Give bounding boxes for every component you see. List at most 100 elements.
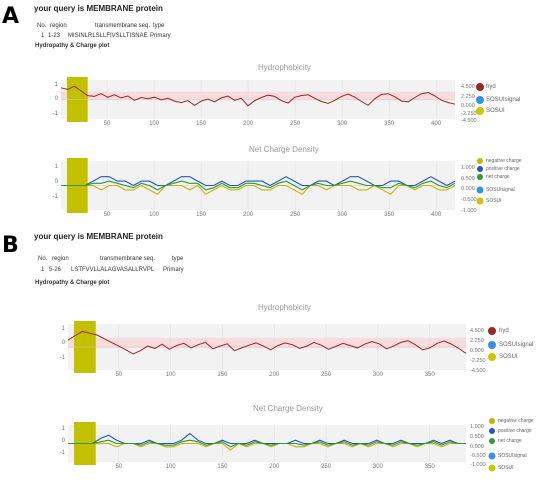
x-tick-label: 150	[217, 464, 228, 470]
chart-b-hydro-layer: 50 100 150 200 250 300 350 1 0 -1 4.500 2.250 0.000 -…	[60, 321, 486, 378]
legend-net-label: net charge	[498, 438, 522, 444]
y-right-tick-label: 4.500	[470, 328, 484, 334]
y-right-tick-label: -0.500	[470, 453, 486, 459]
y-left-tick-label: 1	[62, 326, 66, 332]
legend-negative-label: negative charge	[498, 418, 534, 424]
legend-signal-label: SOSUIsignal	[498, 453, 527, 459]
y-left-tick-label: -1	[53, 111, 59, 117]
series-line-hyd	[60, 85, 456, 107]
charge-title: Net Charge Density	[249, 145, 319, 154]
x-tick-label: 200	[243, 121, 254, 127]
x-tick-label: 150	[217, 372, 228, 378]
legend-net-label: net charge	[486, 174, 510, 180]
y-right-tick-label: -4.500	[461, 118, 477, 124]
panel-letter-a: A	[2, 4, 20, 29]
hydrophobicity-title: Hydrophobicity	[258, 63, 311, 72]
col-header-type: type	[153, 23, 165, 29]
x-tick-label: 50	[104, 121, 111, 127]
col-header-type: type	[172, 256, 184, 262]
x-tick-label: 300	[337, 121, 348, 127]
y-left-tick-label: 0	[55, 96, 59, 102]
panel-letter-b: B	[2, 233, 19, 258]
x-tick-label: 400	[431, 121, 442, 127]
x-tick-label: 350	[425, 464, 436, 470]
x-tick-label: 350	[384, 121, 395, 127]
chart-a-hydro-layer: 50 100 150 200 250 300 350 400 1 0 -1 4.500 2.250 0.0…	[53, 77, 477, 127]
y-right-tick-label: 2.250	[461, 94, 475, 100]
legend-sosui-label: SOSUI	[498, 465, 514, 471]
y-right-tick-label: -2.250	[461, 111, 477, 117]
col-header-region: region	[52, 256, 69, 262]
legend-sosui-swatch	[476, 107, 484, 115]
y-right-tick-label: 0.000	[461, 103, 475, 109]
x-tick-label: 250	[321, 372, 332, 378]
chart-b-charge-layer: 50 100 150 200 250 300 350 1 0 -1 1.000 0.500 0.000 -…	[60, 422, 486, 470]
x-tick-label: 50	[115, 372, 122, 378]
x-tick-label: 100	[166, 464, 177, 470]
x-tick-label: 200	[269, 372, 280, 378]
y-right-tick-label: 1.000	[461, 165, 475, 171]
x-tick-label: 100	[149, 212, 160, 218]
y-left-tick-label: 0	[62, 438, 66, 444]
col-header-tm-seq: transmembrane seq.	[95, 23, 151, 29]
y-left-tick-label: -1	[60, 355, 66, 361]
legend-signal-label: SOSUIsignal	[499, 342, 534, 348]
series-line-positive-charge	[61, 176, 456, 187]
plot-subtitle: Hydropathy & Charge plot	[35, 43, 110, 49]
x-tick-label: 250	[290, 121, 301, 127]
legend-hyd-label: hyd	[499, 328, 509, 334]
cell-no: 1	[41, 33, 45, 39]
x-tick-label: 300	[373, 464, 384, 470]
x-tick-label: 350	[384, 212, 395, 218]
series-line-negative-charge	[61, 184, 456, 195]
series-line-hyd	[67, 330, 467, 355]
cell-no: 1	[41, 267, 45, 273]
hydrophobicity-title: Hydrophobicity	[258, 303, 311, 312]
hydrophobic-band	[68, 337, 466, 348]
x-tick-label: 250	[290, 212, 301, 218]
cell-tm-seq: LSTFVVLLALAGVASALLRVPL	[71, 267, 155, 273]
y-left-tick-label: 1	[55, 164, 59, 170]
query-result-text: your query is MEMBRANE protein	[34, 232, 163, 241]
legend-signal-swatch	[476, 96, 484, 104]
x-tick-label: 250	[321, 464, 332, 470]
x-tick-label: 100	[149, 121, 160, 127]
y-right-tick-label: -1.000	[461, 208, 477, 214]
chart-a-charge-layer: 50 100 150 200 250 300 350 400 1 0 -1 1.000 0.500 0.0…	[53, 158, 477, 218]
series-line-net-charge	[61, 180, 456, 191]
plot-subtitle: Hydropathy & Charge plot	[35, 280, 110, 286]
y-left-tick-label: 1	[62, 426, 66, 432]
col-header-region: region	[50, 23, 67, 29]
hydrophobic-band	[61, 91, 455, 101]
y-left-tick-label: 0	[55, 179, 59, 185]
x-tick-label: 300	[373, 372, 384, 378]
x-tick-label: 350	[425, 372, 436, 378]
x-tick-label: 100	[166, 372, 177, 378]
legend-sosui-label: SOSUI	[499, 354, 518, 360]
y-left-tick-label: 1	[55, 82, 59, 88]
legend-sosui-label: SOSUI	[486, 108, 505, 114]
y-right-tick-label: 1.000	[470, 424, 484, 430]
legend-negative-label: negative charge	[486, 158, 522, 164]
y-right-tick-label: -0.500	[461, 197, 477, 203]
y-right-tick-label: -1.000	[470, 462, 486, 468]
legend-sosui-label: SOSUI	[486, 198, 502, 204]
cell-region: 1-23	[48, 33, 61, 39]
y-right-tick-label: 0.000	[461, 186, 475, 192]
cell-type: Primary	[163, 267, 184, 273]
y-left-tick-label: -1	[53, 194, 59, 200]
legend-hyd-label: hyd	[486, 84, 496, 90]
legend-signal-label: SOSUIsignal	[486, 187, 515, 193]
x-tick-label: 150	[196, 212, 207, 218]
y-right-tick-label: 0.500	[470, 434, 484, 440]
x-tick-label: 200	[243, 212, 254, 218]
charge-title: Net Charge Density	[253, 404, 323, 413]
legend-positive-label: positive charge	[486, 166, 520, 172]
col-header-no: No.	[38, 256, 48, 262]
x-tick-label: 150	[196, 121, 207, 127]
cell-tm-seq: MISINLRLSLLFIVSLLTISNAE	[68, 33, 148, 39]
y-right-tick-label: 4.500	[461, 84, 475, 90]
y-right-tick-label: -2.250	[470, 358, 486, 364]
y-right-tick-label: -4.500	[470, 368, 486, 374]
